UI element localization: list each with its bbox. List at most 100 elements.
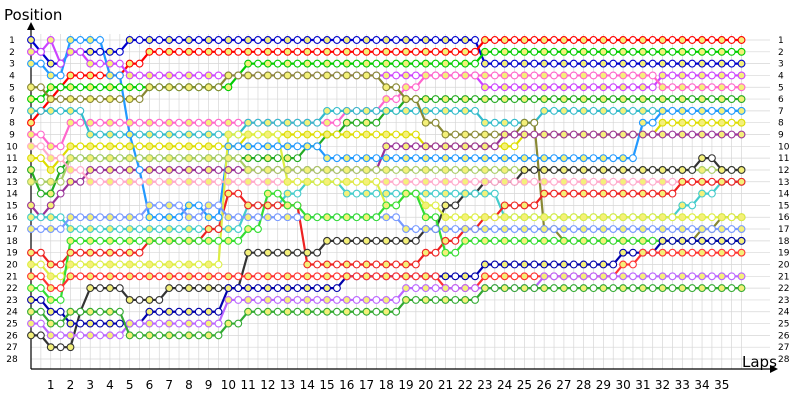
series-22-point bbox=[392, 295, 401, 304]
series-19-point bbox=[214, 236, 223, 245]
series-1-point bbox=[480, 59, 489, 68]
series-5-point bbox=[480, 71, 489, 80]
series-18-point bbox=[471, 225, 480, 233]
series-19-point bbox=[530, 236, 539, 245]
series-13-point bbox=[520, 166, 529, 174]
series-12-point bbox=[490, 166, 499, 174]
series-13-point bbox=[125, 295, 134, 304]
series-8-point bbox=[273, 71, 282, 80]
series-13-point bbox=[56, 343, 65, 352]
series-11-point bbox=[234, 142, 243, 151]
series-19-point bbox=[638, 236, 647, 245]
series-18-point bbox=[619, 225, 628, 233]
y-tick-label-left: 19 bbox=[6, 249, 18, 259]
series-8-point bbox=[254, 71, 262, 80]
series-22-point bbox=[707, 272, 716, 281]
series-7-point bbox=[372, 106, 381, 115]
series-13-point bbox=[352, 236, 361, 245]
x-axis-arrow bbox=[770, 365, 778, 373]
series-15-point bbox=[451, 189, 460, 198]
series-17-point bbox=[263, 130, 272, 139]
series-23-point bbox=[342, 307, 351, 316]
series-3-point bbox=[263, 59, 272, 68]
series-10-point bbox=[175, 166, 183, 174]
series-2-point bbox=[283, 47, 292, 56]
series-23-point bbox=[451, 295, 460, 304]
series-3-point bbox=[540, 47, 549, 56]
series-11-point bbox=[648, 118, 657, 127]
series-19-point bbox=[145, 236, 154, 245]
series-21-point bbox=[392, 272, 401, 281]
series-21-point bbox=[194, 272, 203, 281]
series-11-point bbox=[441, 154, 450, 163]
series-21-point bbox=[510, 272, 519, 281]
series-10-point bbox=[441, 142, 450, 151]
series-9-point bbox=[293, 130, 302, 139]
x-tick-label: 14 bbox=[300, 378, 315, 392]
y-tick-label-left: 11 bbox=[6, 154, 17, 164]
series-7-point bbox=[332, 106, 341, 115]
series-5-point bbox=[737, 83, 746, 92]
series-19-point bbox=[569, 236, 578, 245]
series-22-point bbox=[421, 284, 430, 293]
series-22-point bbox=[27, 319, 35, 328]
series-10-point bbox=[145, 166, 154, 174]
series-22-point bbox=[550, 272, 558, 281]
series-1-point bbox=[125, 36, 134, 44]
series-5-point bbox=[727, 83, 736, 92]
series-17-point bbox=[165, 260, 174, 269]
series-6-point bbox=[372, 118, 381, 127]
series-4-point bbox=[559, 83, 568, 92]
x-tick-label: 29 bbox=[596, 378, 611, 392]
series-13-point bbox=[372, 236, 381, 245]
series-22-point bbox=[303, 295, 312, 304]
series-2-point bbox=[530, 36, 539, 44]
y-tick-label-right: 28 bbox=[778, 355, 790, 365]
series-16-point bbox=[135, 248, 144, 257]
series-16-point bbox=[352, 260, 361, 269]
series-14-point bbox=[451, 177, 460, 186]
series-13-point bbox=[559, 166, 568, 174]
series-10-point bbox=[490, 142, 499, 151]
series-8-point bbox=[263, 71, 272, 80]
series-19-point bbox=[609, 236, 618, 245]
series-21-point bbox=[530, 272, 539, 281]
series-13-point bbox=[629, 166, 637, 174]
series-6-point bbox=[678, 95, 687, 104]
series-6-point bbox=[451, 95, 460, 104]
series-18-point bbox=[204, 201, 213, 210]
series-11-point bbox=[105, 71, 114, 80]
series-6-point bbox=[629, 95, 637, 104]
series-4-point bbox=[115, 59, 124, 68]
series-7-point bbox=[500, 118, 509, 127]
series-8-point bbox=[46, 95, 55, 104]
series-12-point bbox=[194, 154, 203, 163]
series-1-point bbox=[569, 59, 578, 68]
series-21-point bbox=[313, 272, 322, 281]
series-11-point bbox=[263, 142, 272, 151]
series-1-point bbox=[86, 47, 95, 56]
series-12-point bbox=[411, 166, 420, 174]
series-4-point bbox=[76, 47, 85, 56]
series-1-point bbox=[254, 36, 262, 44]
series-1-point bbox=[27, 36, 35, 44]
series-1-point bbox=[698, 59, 706, 68]
x-tick-label: 25 bbox=[517, 378, 532, 392]
series-5-point bbox=[441, 71, 450, 80]
series-13-point bbox=[619, 166, 628, 174]
x-tick-label: 10 bbox=[221, 378, 236, 392]
series-16-point bbox=[629, 189, 637, 198]
series-11-point bbox=[411, 154, 420, 163]
series-2-point bbox=[254, 47, 262, 56]
series-8-point bbox=[461, 130, 470, 139]
series-1-point bbox=[678, 59, 687, 68]
series-23-point bbox=[382, 307, 391, 316]
series-5-point bbox=[678, 83, 687, 92]
series-3-point bbox=[323, 59, 331, 68]
series-2-point bbox=[510, 36, 519, 44]
series-17-point bbox=[76, 260, 85, 269]
series-9-point bbox=[27, 154, 35, 163]
series-2-point bbox=[165, 47, 174, 56]
series-21-point bbox=[125, 272, 134, 281]
series-1-point bbox=[313, 36, 322, 44]
